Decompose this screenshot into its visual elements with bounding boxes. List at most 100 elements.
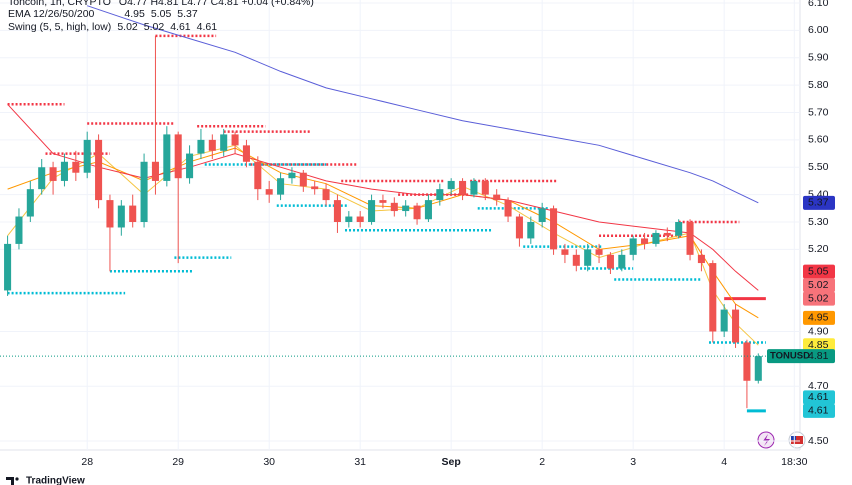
- candle-body: [242, 145, 250, 162]
- candle-body: [447, 180, 455, 190]
- candle-body: [663, 232, 671, 236]
- candle-body: [163, 134, 171, 181]
- x-tick-label: Sep: [442, 456, 461, 468]
- price-badge: [803, 390, 835, 405]
- price-badge: [803, 278, 835, 293]
- candle-body: [561, 249, 569, 255]
- candle-body: [436, 189, 444, 201]
- footer-logo: [6, 477, 19, 485]
- price-badge-label: 5.02: [808, 279, 829, 291]
- candle-body: [743, 342, 751, 381]
- candles: [4, 35, 762, 409]
- candle-body: [618, 254, 626, 269]
- flag-canton: [791, 436, 796, 440]
- candle-body: [333, 200, 341, 222]
- legend-name: Swing (5, 5, high, low): [8, 21, 111, 33]
- candle-body: [686, 222, 694, 255]
- candle-body: [413, 205, 421, 220]
- legend-name: EMA 12/26/50/200: [8, 8, 95, 20]
- candle-body: [572, 254, 580, 266]
- candle-body: [26, 189, 34, 217]
- chart-title: Toncoin, 1h, CRYPTO: [8, 0, 111, 8]
- legend-value: 5.02: [144, 21, 165, 33]
- symbol-label: TONUSD: [770, 351, 810, 362]
- legend-value: 5.37: [177, 8, 198, 20]
- candle-body: [754, 356, 762, 381]
- alert-icon-bolt: [763, 434, 770, 446]
- candle-body: [379, 200, 387, 203]
- price-badge-label: 4.85: [808, 339, 829, 351]
- candle-body: [129, 205, 137, 222]
- candle-body: [675, 222, 683, 236]
- candle-body: [652, 232, 660, 244]
- legend-value: 4.61: [170, 21, 191, 33]
- candle-body: [538, 208, 546, 222]
- candle-body: [709, 263, 717, 332]
- y-tick-label: 4.70: [808, 380, 829, 392]
- price-badge-label: 5.05: [808, 265, 829, 277]
- candle-body: [732, 309, 740, 343]
- candle-body: [345, 216, 353, 222]
- candle-body: [629, 238, 637, 255]
- axes: 6.106.005.905.805.705.605.505.405.305.20…: [0, 0, 829, 468]
- ema-line: [87, 5, 759, 204]
- x-tick-label: 28: [81, 456, 93, 468]
- candle-body: [140, 161, 148, 222]
- candle-body: [277, 178, 285, 195]
- y-tick-label: 5.30: [808, 216, 829, 228]
- last-price-label: 4.81: [808, 350, 829, 362]
- candle-body: [504, 200, 512, 217]
- footer-brand: TradingView: [26, 476, 85, 485]
- symbol-badge: [767, 349, 835, 364]
- candle-body: [220, 134, 228, 151]
- candle-body: [515, 216, 523, 239]
- logo-mark: [6, 477, 14, 485]
- candle-body: [299, 172, 307, 187]
- candle-body: [254, 161, 262, 190]
- legend: Toncoin, 1h, CRYPTO O4.77 H4.81 L4.77 C4.…: [8, 0, 314, 33]
- y-tick-label: 5.50: [808, 161, 829, 173]
- candle-body: [641, 238, 649, 244]
- x-tick-label: 30: [263, 456, 275, 468]
- price-badge-label: 5.37: [808, 197, 829, 209]
- candle-body: [174, 134, 182, 179]
- candle-body: [151, 161, 159, 181]
- legend-value: 4.61: [197, 21, 218, 33]
- candle-body: [83, 139, 91, 173]
- legend-value: 5.05: [151, 8, 172, 20]
- candle-body: [106, 200, 114, 228]
- y-tick-label: 5.60: [808, 134, 829, 146]
- candle-body: [288, 172, 296, 179]
- candle-body: [720, 309, 728, 332]
- price-badge-label: 4.95: [808, 312, 829, 324]
- x-tick-label: 18:30: [781, 456, 807, 468]
- candle-body: [197, 139, 205, 154]
- candle-body: [481, 180, 489, 195]
- candle-body: [606, 254, 614, 269]
- candle-body: [584, 249, 592, 266]
- candle-body: [322, 189, 330, 201]
- price-badge: [803, 338, 835, 353]
- candle-body: [49, 167, 57, 181]
- price-badges: 5.375.055.025.024.954.854.614.61TONUSD4.…: [767, 195, 835, 418]
- candle-body: [117, 205, 125, 228]
- candle-body: [356, 216, 364, 222]
- x-tick-label: 3: [630, 456, 636, 468]
- y-tick-label: 5.20: [808, 243, 829, 255]
- candle-body: [265, 189, 273, 195]
- y-tick-label: 5.80: [808, 79, 829, 91]
- y-tick-label: 4.50: [808, 435, 829, 447]
- price-badge: [803, 310, 835, 325]
- candle-body: [390, 202, 398, 212]
- price-badge: [803, 264, 835, 279]
- price-badge-label: 4.61: [808, 391, 829, 403]
- candle-body: [493, 194, 501, 201]
- x-tick-label: 29: [172, 456, 184, 468]
- candle-body: [186, 153, 194, 179]
- candle-body: [4, 243, 12, 291]
- candle-body: [595, 249, 603, 255]
- logo-dot: [15, 477, 19, 481]
- ohlc-label: O4.77 H4.81 L4.77 C4.81 +0.04 (+0.84%): [119, 0, 314, 8]
